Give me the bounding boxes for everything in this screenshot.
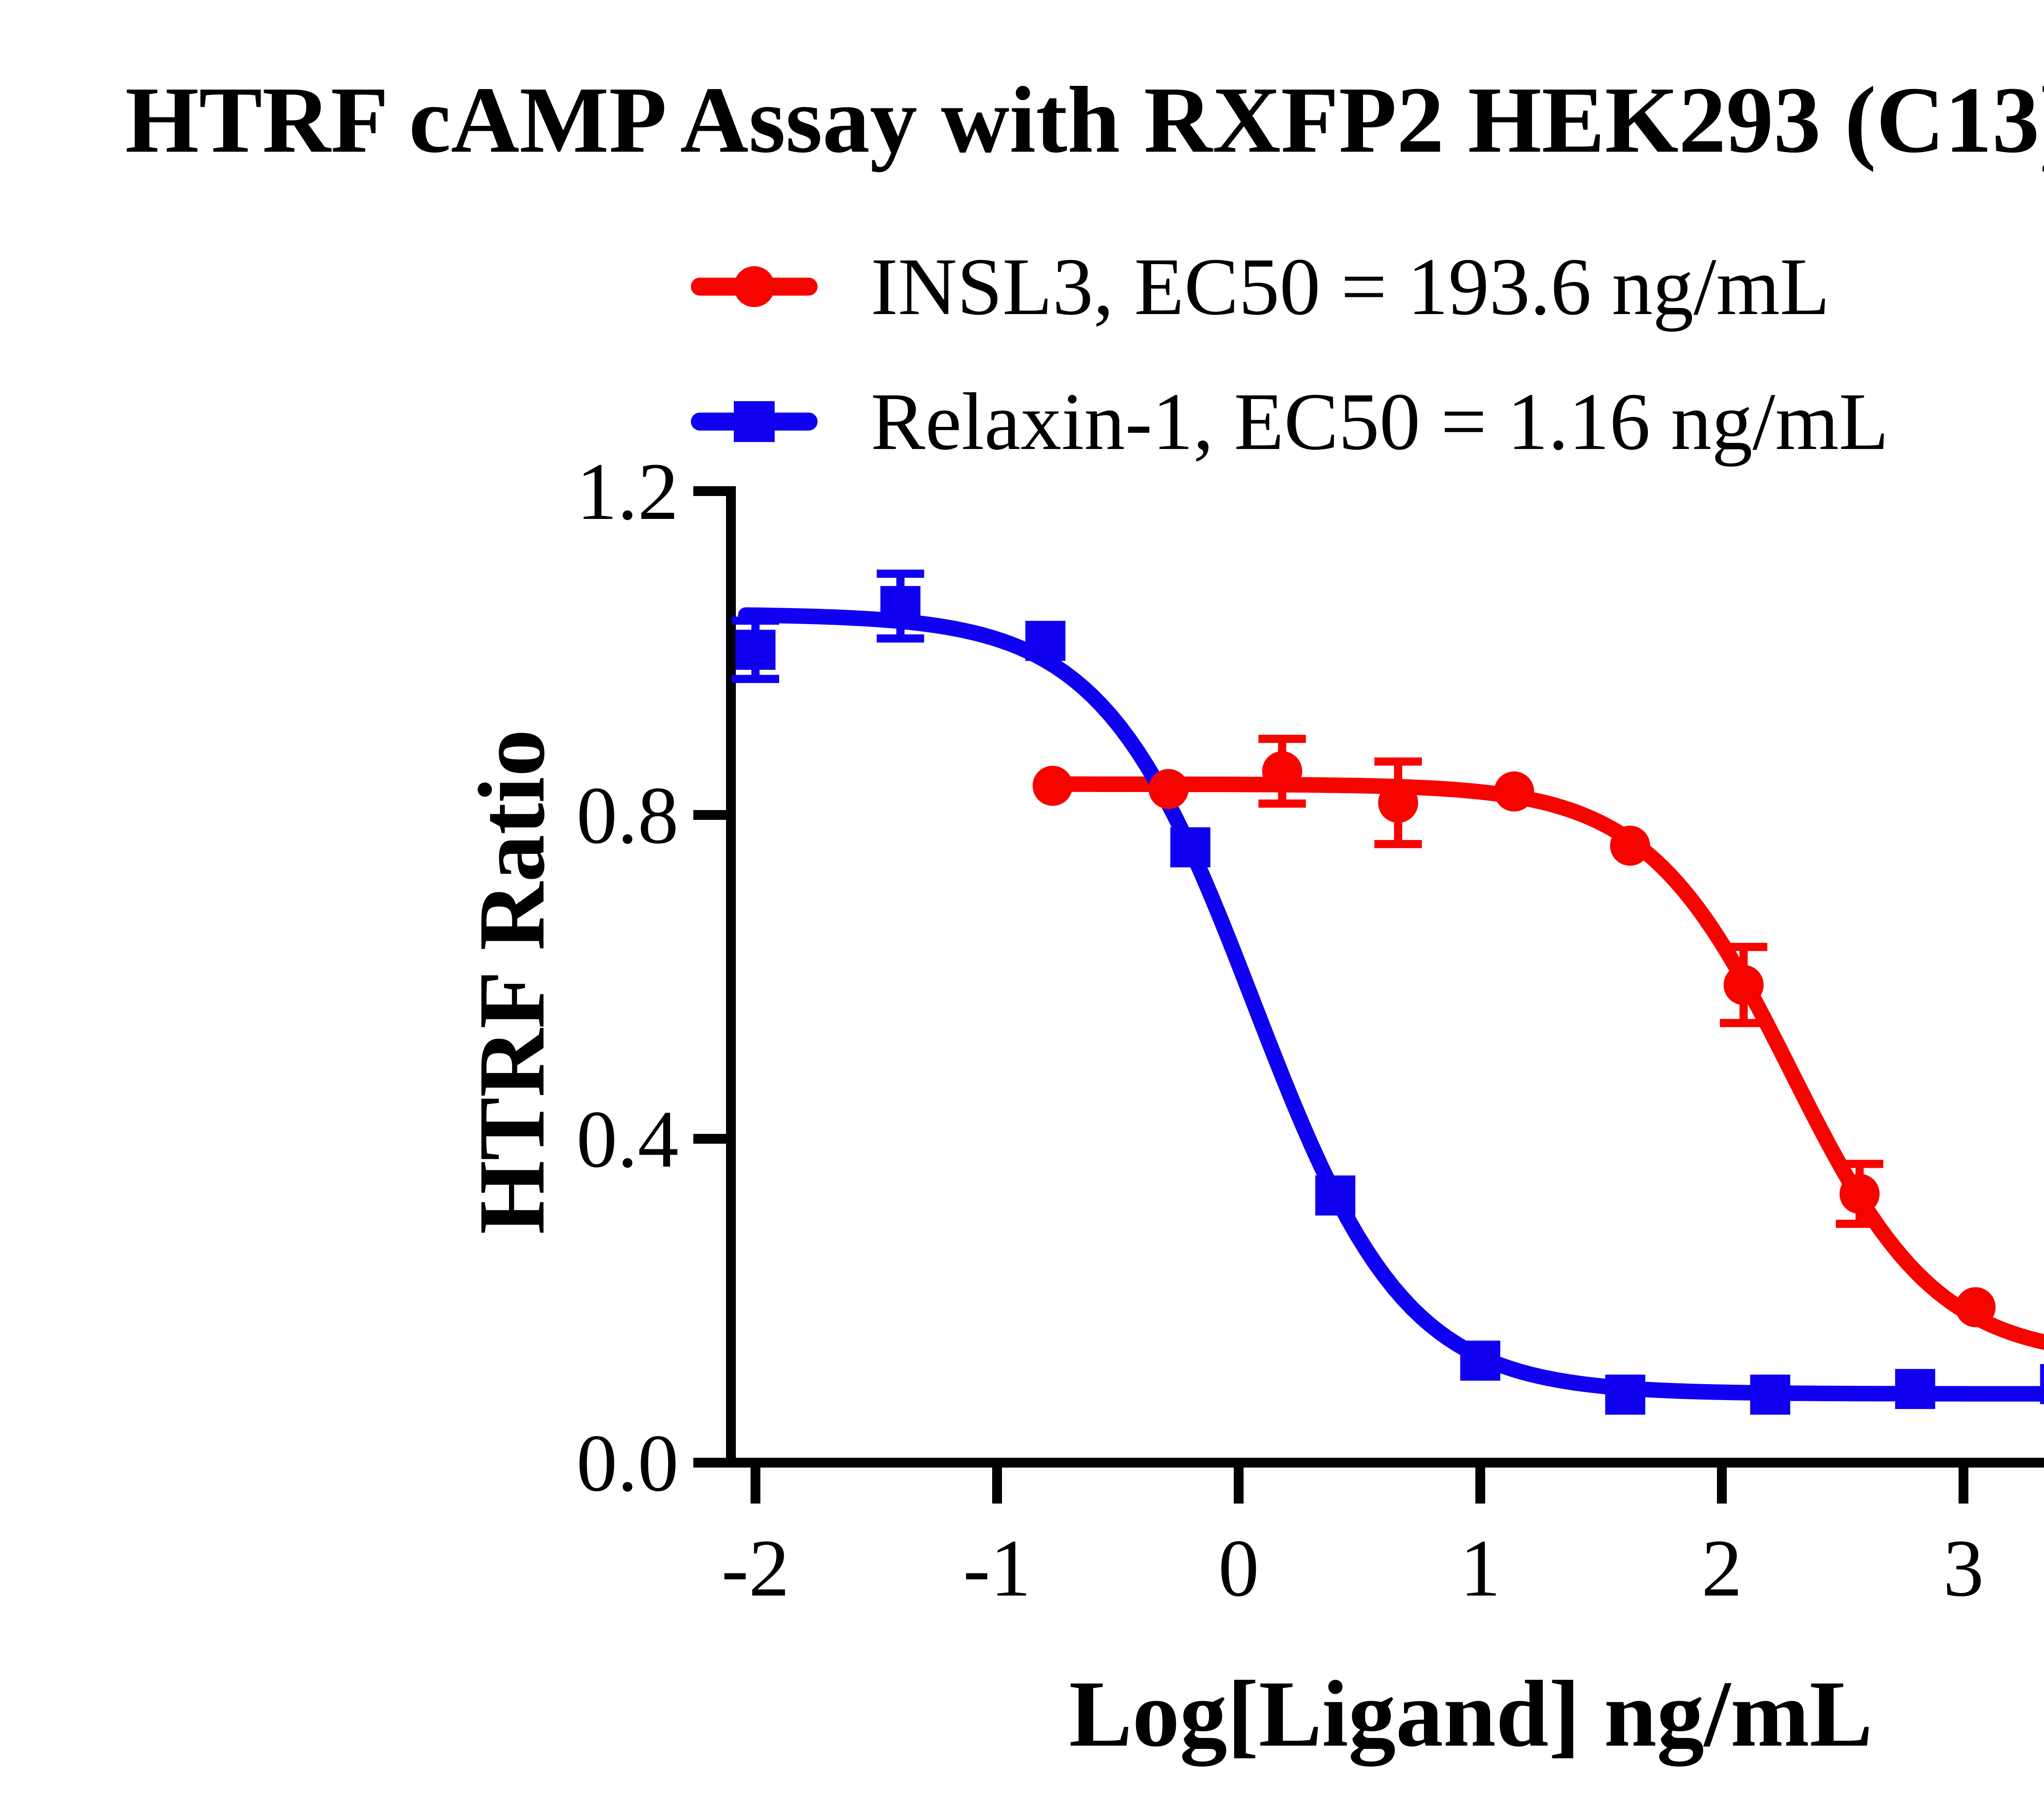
x-tick-label: -2 — [722, 1523, 790, 1614]
data-point-insl3 — [1032, 765, 1073, 806]
data-point-insl3 — [1839, 1174, 1880, 1214]
data-point-insl3 — [1955, 1287, 1996, 1327]
y-tick-label: 0.0 — [576, 1418, 679, 1508]
legend-row-relaxin1: Relaxin-1, EC50 = 1.16 ng/mL — [691, 358, 1889, 485]
data-point-relaxin-1 — [1605, 1374, 1645, 1415]
legend-row-insl3: INSL3, EC50 = 193.6 ng/mL — [691, 223, 1889, 350]
legend-label-insl3: INSL3, EC50 = 193.6 ng/mL — [871, 241, 1830, 332]
x-tick-label: 2 — [1701, 1523, 1742, 1614]
x-tick-label: 3 — [1943, 1523, 1984, 1614]
y-tick-label: 1.2 — [576, 447, 679, 537]
data-point-relaxin-1 — [1170, 827, 1210, 868]
x-tick — [1475, 1468, 1485, 1504]
data-point-insl3 — [1494, 771, 1534, 812]
y-tick-label: 0.4 — [576, 1094, 679, 1185]
data-point-insl3 — [1724, 965, 1764, 1005]
x-tick — [992, 1468, 1002, 1504]
legend-marker-relaxin1 — [691, 389, 818, 454]
data-point-relaxin-1 — [880, 586, 921, 626]
data-point-insl3 — [1610, 826, 1650, 866]
data-point-insl3 — [1378, 783, 1419, 823]
y-tick — [693, 810, 726, 820]
x-axis-title: Log[Ligand] ng/mL — [1069, 1661, 1873, 1766]
data-point-insl3 — [1262, 751, 1302, 792]
data-point-relaxin-1 — [1895, 1369, 1935, 1409]
y-tick — [693, 1134, 726, 1144]
data-point-relaxin-1 — [2040, 1364, 2044, 1404]
chart-title: HTRF cAMP Assay with RXFP2 HEK293 (C13) … — [125, 67, 2044, 173]
curve-relaxin-1 — [738, 607, 2044, 1402]
y-tick-label: 0.8 — [576, 770, 679, 861]
x-tick-label: 1 — [1460, 1523, 1501, 1614]
data-point-relaxin-1 — [735, 630, 775, 670]
x-axis-line — [726, 1458, 2044, 1468]
y-axis-title: HTRF Ratio — [459, 729, 565, 1234]
x-tick — [1717, 1468, 1727, 1504]
data-point-relaxin-1 — [1750, 1374, 1791, 1415]
legend-circle-icon — [734, 266, 775, 307]
y-tick — [693, 486, 726, 496]
legend: INSL3, EC50 = 193.6 ng/mL Relaxin-1, EC5… — [691, 223, 1889, 485]
y-axis-line — [726, 486, 736, 1468]
y-tick — [693, 1458, 726, 1468]
data-point-relaxin-1 — [1315, 1175, 1356, 1216]
legend-label-relaxin1: Relaxin-1, EC50 = 1.16 ng/mL — [871, 376, 1889, 467]
data-point-relaxin-1 — [1460, 1340, 1500, 1381]
legend-square-icon — [734, 401, 775, 442]
legend-marker-insl3 — [691, 254, 818, 319]
x-tick — [1234, 1468, 1244, 1504]
data-point-insl3 — [1148, 769, 1189, 809]
x-tick-label: 0 — [1218, 1523, 1259, 1614]
x-tick-label: -1 — [963, 1523, 1031, 1614]
x-tick — [1959, 1468, 1968, 1504]
x-tick — [751, 1468, 760, 1504]
data-point-relaxin-1 — [1025, 621, 1066, 661]
